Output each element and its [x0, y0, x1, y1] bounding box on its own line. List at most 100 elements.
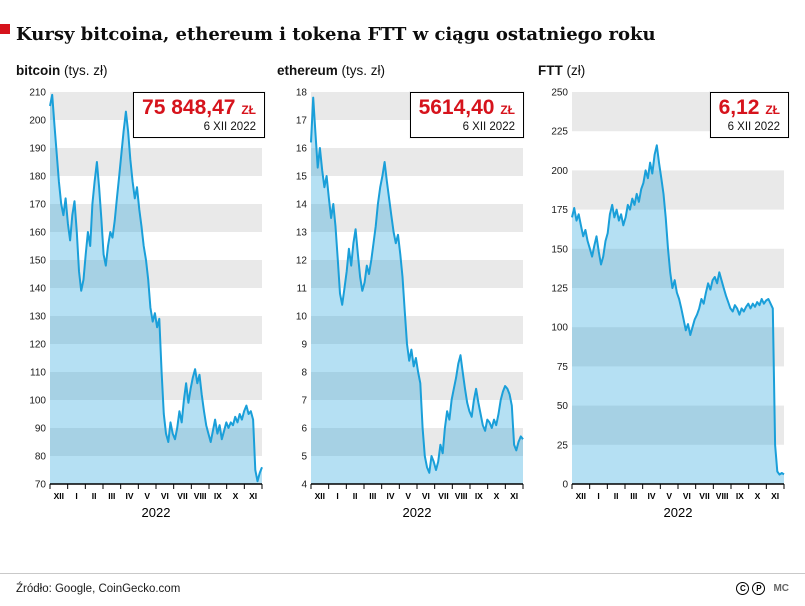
x-tick-label: V: [144, 491, 150, 501]
grid-stripe: [572, 248, 784, 288]
grid-stripe: [50, 204, 262, 232]
price-number: 5614,40: [418, 96, 495, 119]
currency-label: ZŁ: [765, 103, 780, 117]
x-tick-label: IV: [386, 491, 394, 501]
y-tick-label: 100: [29, 396, 46, 407]
brand-mark: [0, 24, 10, 34]
y-tick-label: 160: [29, 228, 46, 239]
y-tick-label: 11: [297, 284, 308, 295]
price-value: 75 848,47 ZŁ: [142, 96, 256, 120]
x-tick-label: IX: [475, 491, 483, 501]
y-tick-label: 190: [29, 144, 46, 155]
x-tick-label: XII: [576, 491, 586, 501]
x-tick-label: VIII: [455, 491, 468, 501]
y-tick-label: 6: [301, 424, 307, 435]
x-tick-label: V: [405, 491, 411, 501]
grid-stripe: [311, 316, 523, 344]
y-tick-label: 18: [296, 88, 308, 99]
y-tick-label: 150: [29, 256, 46, 267]
x-tick-label: IV: [647, 491, 655, 501]
chart-unit: (zł): [566, 63, 586, 78]
x-tick-label: XI: [249, 491, 257, 501]
x-tick-label: IX: [736, 491, 744, 501]
footer: Źródło: Google, CoinGecko.com C P MC: [0, 573, 805, 595]
grid-stripe: [311, 204, 523, 232]
x-tick-label: IX: [214, 491, 222, 501]
chart-unit: (tys. zł): [64, 63, 108, 78]
price-line: [49, 93, 263, 483]
y-tick-label: 110: [30, 368, 46, 379]
price-date: 6 XII 2022: [203, 121, 256, 133]
x-tick-label: IV: [125, 491, 133, 501]
x-tick-label: II: [353, 491, 358, 501]
x-tick-label: III: [369, 491, 376, 501]
y-tick-label: 4: [301, 480, 307, 491]
y-tick-label: 13: [296, 228, 308, 239]
x-tick-label: X: [494, 491, 500, 501]
price-date: 6 XII 2022: [462, 121, 515, 133]
x-tick-label: VII: [438, 491, 448, 501]
grid-stripe: [50, 148, 262, 176]
x-tick-label: I: [75, 491, 77, 501]
y-tick-label: 210: [29, 88, 46, 99]
x-tick-label: III: [108, 491, 115, 501]
phonogram-icon: P: [752, 582, 766, 595]
grid-stripe: [572, 405, 784, 445]
x-tick-label: III: [630, 491, 637, 501]
price-line: [310, 96, 524, 474]
x-tick-label: VII: [177, 491, 187, 501]
price-area: [50, 94, 262, 485]
price-line: [571, 144, 785, 476]
y-tick-label: 10: [296, 312, 308, 323]
y-tick-label: 16: [296, 144, 308, 155]
y-tick-label: 12: [296, 256, 308, 267]
currency-label: ZŁ: [241, 103, 256, 117]
page-title: Kursy bitcoina, ethereum i tokena FTT w …: [16, 24, 656, 45]
price-callout-ftt: 6,12 ZŁ 6 XII 2022: [709, 92, 789, 138]
grid-stripe: [50, 372, 262, 400]
y-tick-label: 7: [301, 396, 307, 407]
x-tick-label: VIII: [716, 491, 729, 501]
chart-header-ftt: FTT (zł): [538, 63, 789, 80]
price-area: [572, 145, 784, 485]
chart-name: bitcoin: [16, 63, 61, 78]
y-tick-label: 75: [557, 362, 569, 373]
chart-unit: (tys. zł): [341, 63, 386, 78]
x-tick-label: II: [92, 491, 97, 501]
x-tick-label: VI: [161, 491, 169, 501]
currency-label: ZŁ: [500, 103, 515, 117]
y-tick-label: 50: [557, 401, 569, 412]
chart-panel-bitcoin: bitcoin (tys. zł) 70 80 90 100 110 120 130 140 1…: [16, 63, 267, 524]
y-tick-label: 250: [551, 88, 568, 99]
x-tick-label: XI: [510, 491, 518, 501]
source-credit: Źródło: Google, CoinGecko.com: [16, 582, 181, 595]
y-tick-label: 125: [551, 284, 568, 295]
y-tick-label: 25: [557, 440, 569, 451]
infographic-page: Kursy bitcoina, ethereum i tokena FTT w …: [0, 24, 805, 595]
price-number: 6,12: [718, 96, 760, 119]
y-tick-label: 175: [551, 205, 568, 216]
chart-name: FTT: [538, 63, 563, 78]
y-tick-label: 200: [29, 116, 46, 127]
price-area: [311, 97, 523, 484]
x-tick-label: XII: [54, 491, 64, 501]
y-tick-label: 9: [301, 340, 307, 351]
grid-stripe: [311, 428, 523, 456]
y-tick-label: 15: [296, 172, 308, 183]
price-number: 75 848,47: [142, 96, 236, 119]
price-callout-ethereum: 5614,40 ZŁ 6 XII 2022: [409, 92, 524, 138]
y-tick-label: 225: [551, 127, 568, 138]
price-value: 6,12 ZŁ: [719, 96, 780, 120]
y-tick-label: 100: [551, 323, 568, 334]
y-tick-label: 140: [29, 284, 46, 295]
y-tick-label: 70: [35, 480, 47, 491]
x-tick-label: VI: [683, 491, 691, 501]
charts-row: bitcoin (tys. zł) 70 80 90 100 110 120 130 140 1…: [0, 63, 805, 524]
x-tick-label: I: [336, 491, 338, 501]
plot-area-ftt: 0 25 50 75 100 125 150 175 200 225 250 XII I II III IV V…: [538, 84, 789, 524]
year-label: 2022: [664, 505, 693, 520]
y-tick-label: 170: [29, 200, 46, 211]
price-value: 5614,40 ZŁ: [419, 96, 515, 120]
x-tick-label: VII: [699, 491, 709, 501]
